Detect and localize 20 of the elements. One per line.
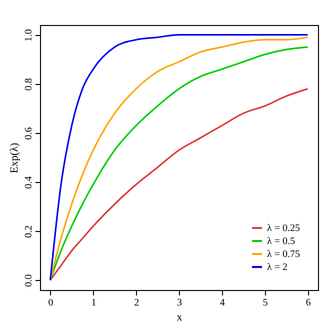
legend-label: λ = 2 xyxy=(267,262,288,273)
y-tick-label: 0.4 xyxy=(24,176,34,189)
y-tick-label: 0.8 xyxy=(24,78,34,91)
x-tick-label: 2 xyxy=(134,298,140,308)
legend-label: λ = 0.5 xyxy=(267,236,295,247)
x-tick-label: 0 xyxy=(48,298,54,308)
y-tick-label: 0.2 xyxy=(24,225,34,238)
x-tick-label: 3 xyxy=(177,298,182,308)
x-tick-label: 5 xyxy=(262,298,268,308)
x-axis-title: x xyxy=(176,312,183,324)
y-axis-title: Exp(λ) xyxy=(8,142,20,174)
y-tick-label: 1.0 xyxy=(24,29,34,42)
line-series xyxy=(49,88,309,281)
x-tick-label: 1 xyxy=(91,298,96,308)
y-tick-label: 0.6 xyxy=(24,127,34,140)
legend-label: λ = 0.75 xyxy=(267,249,300,260)
y-tick-label: 0.0 xyxy=(24,274,34,287)
x-tick-label: 6 xyxy=(306,298,311,308)
x-tick-label: 4 xyxy=(220,298,225,308)
legend-label: λ = 0.25 xyxy=(267,223,300,234)
